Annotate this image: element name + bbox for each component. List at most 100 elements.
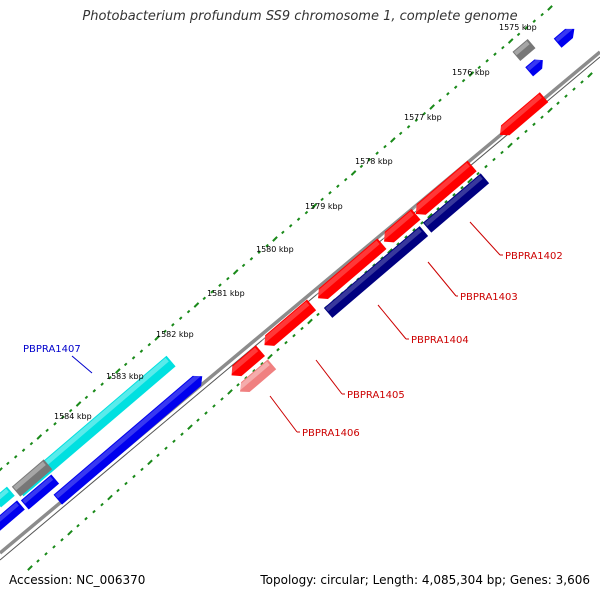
feature-pbpra1402a[interactable] (411, 160, 477, 220)
minor-tick (406, 125, 411, 129)
minor-tick (52, 545, 56, 549)
minor-tick (524, 129, 528, 134)
minor-tick (476, 171, 480, 176)
minor-tick (100, 502, 104, 507)
minor-tick (212, 404, 216, 408)
tick-label: 1580 kbp (256, 245, 294, 254)
minor-tick (492, 157, 496, 162)
svg-text:PBPRA1407: PBPRA1407 (23, 344, 81, 355)
minor-tick (359, 164, 364, 169)
minor-tick (164, 446, 168, 451)
minor-tick (516, 136, 520, 141)
outer-dotted-ring (0, 5, 553, 473)
gene-label-pbpra1406[interactable]: PBPRA1406 (269, 395, 360, 439)
feature-pbpra1403[interactable] (314, 238, 387, 303)
feature-forward-a[interactable] (53, 371, 207, 505)
major-tick (390, 137, 396, 143)
minor-tick (414, 118, 419, 122)
minor-tick (202, 296, 207, 301)
minor-tick (156, 453, 160, 458)
minor-tick (564, 94, 568, 98)
minor-tick (186, 309, 191, 314)
feature-pbpra1407[interactable] (14, 355, 176, 497)
minor-tick (180, 432, 184, 436)
feature-gray-upper[interactable] (11, 459, 53, 497)
tick-label: 1578 kbp (355, 157, 393, 166)
minor-tick (60, 538, 64, 542)
gene-label-pbpra1405[interactable]: PBPRA1405 (315, 359, 405, 401)
minor-tick (436, 207, 440, 211)
feature-pbpra1405[interactable] (227, 345, 265, 380)
major-tick (75, 401, 82, 407)
minor-tick (444, 200, 448, 204)
tick-label: 1581 kbp (207, 289, 245, 298)
tick-label: 1583 kbp (106, 372, 144, 381)
minor-tick (84, 516, 88, 521)
svg-text:PBPRA1405: PBPRA1405 (347, 390, 405, 401)
minor-tick (172, 439, 176, 443)
minor-tick (13, 455, 18, 459)
minor-tick (44, 552, 48, 556)
minor-tick (540, 115, 544, 120)
feature-selected-a[interactable] (422, 173, 490, 233)
minor-tick (226, 276, 230, 281)
minor-tick (524, 26, 529, 30)
major-tick (147, 459, 153, 466)
major-tick (547, 5, 553, 11)
feature-cyan-edge[interactable] (0, 486, 15, 508)
major-tick (67, 529, 73, 536)
major-tick (467, 177, 473, 184)
minor-tick (140, 467, 144, 472)
minor-tick (241, 263, 246, 268)
minor-tick (45, 428, 49, 433)
feature-forward-top[interactable] (525, 56, 546, 77)
inner-dotted-ring (27, 72, 593, 571)
feature-pbpra1404[interactable] (260, 299, 317, 351)
tick-label: 1575 kbp (499, 23, 537, 32)
major-tick (36, 434, 43, 440)
minor-tick (257, 250, 262, 254)
major-tick (232, 269, 239, 275)
minor-tick (461, 78, 466, 83)
feature-reverse-top[interactable] (496, 92, 549, 140)
minor-tick (460, 185, 464, 190)
minor-tick (422, 111, 427, 116)
minor-tick (336, 184, 340, 188)
feature-forward-corner[interactable] (553, 24, 579, 48)
gene-label-pbpra1402[interactable]: PBPRA1402 (469, 221, 563, 262)
feature-pbpra1406[interactable] (236, 359, 277, 396)
minor-tick (281, 230, 285, 235)
minor-tick (210, 290, 214, 294)
feature-forward-c[interactable] (0, 500, 25, 532)
gene-labels[interactable]: PBPRA1402 PBPRA1403 PBPRA1404 PBPRA1405 PBPR… (23, 221, 563, 439)
minor-tick (61, 415, 65, 419)
major-tick (427, 213, 433, 219)
minor-tick (139, 349, 144, 353)
minor-tick (316, 312, 320, 317)
minor-tick (100, 382, 104, 386)
minor-tick (6, 461, 10, 466)
minor-tick (412, 228, 416, 232)
feature-forward-b[interactable] (20, 474, 60, 510)
major-tick (429, 104, 435, 110)
minor-tick (477, 65, 482, 70)
gene-label-pbpra1403[interactable]: PBPRA1403 (427, 261, 518, 303)
gene-label-pbpra1404[interactable]: PBPRA1404 (377, 304, 469, 346)
feature-selected-b[interactable] (323, 226, 429, 318)
minor-tick (288, 224, 293, 228)
minor-tick (178, 316, 183, 320)
feature-gray-top[interactable] (512, 38, 536, 62)
minor-tick (556, 101, 560, 105)
minor-tick (265, 243, 269, 248)
major-tick (267, 353, 273, 360)
gene-label-pbpra1407[interactable]: PBPRA1407 (23, 344, 93, 374)
feature-pbpra1402b[interactable] (379, 209, 421, 247)
minor-tick (132, 474, 136, 479)
feature-track[interactable] (0, 24, 579, 532)
minor-tick (171, 323, 175, 327)
major-tick (587, 72, 593, 78)
minor-tick (580, 80, 584, 84)
minor-tick (116, 488, 120, 493)
minor-tick (300, 326, 304, 331)
